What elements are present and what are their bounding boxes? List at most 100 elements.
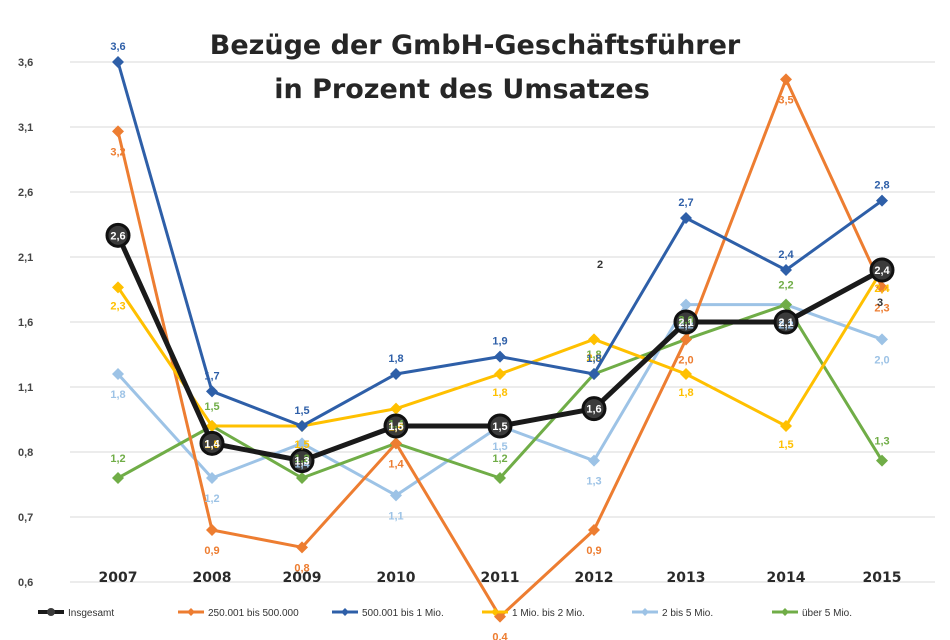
data-label: 1,3 (874, 436, 889, 448)
data-label: 0,4 (492, 632, 508, 640)
data-point (680, 212, 692, 224)
data-point (105, 222, 131, 248)
series-3 (112, 264, 888, 432)
series-0 (105, 222, 895, 474)
data-label: 2,6 (110, 230, 125, 242)
data-point (390, 437, 402, 450)
x-tick-label: 2008 (193, 570, 232, 586)
data-label: 1,4 (388, 458, 404, 470)
data-point (780, 264, 792, 276)
data-label: 2,0 (678, 314, 693, 326)
extra-label: 2 (597, 259, 603, 271)
series-2 (112, 56, 888, 432)
data-label: 2,1 (778, 317, 793, 329)
data-label: 1,8 (492, 387, 507, 399)
legend-item: über 5 Mio. (772, 608, 852, 619)
data-point (588, 454, 600, 467)
data-point (206, 385, 218, 398)
data-point (680, 298, 692, 311)
chart-title-line-1: Bezüge der GmbH-Geschäftsführer (210, 30, 741, 61)
legend-marker (641, 608, 649, 616)
legend-item: 500.001 bis 1 Mio. (332, 608, 444, 619)
y-tick-label: 0,8 (18, 447, 33, 459)
data-label: 1,8 (388, 353, 403, 365)
data-label: 1,3 (294, 456, 309, 468)
data-label: 2,2 (778, 280, 793, 292)
data-point (869, 257, 895, 283)
data-point (494, 472, 506, 484)
data-label: 1,8 (586, 349, 601, 361)
data-point (206, 472, 218, 484)
data-label: 1,9 (492, 336, 507, 348)
data-label: 2,0 (586, 352, 601, 364)
data-point (296, 437, 308, 450)
legend-marker (781, 608, 789, 616)
data-point (199, 430, 225, 456)
data-point (296, 420, 308, 432)
x-tick-label: 2007 (99, 570, 138, 586)
data-label: 1,5 (778, 439, 793, 451)
data-label: 1,2 (294, 453, 309, 465)
legend-marker (47, 608, 55, 616)
legend-item: 250.001 bis 500.000 (178, 608, 299, 619)
series-4 (112, 298, 888, 502)
data-point (296, 472, 308, 484)
data-point (206, 524, 218, 536)
y-tick-label: 3,6 (18, 57, 33, 69)
data-point (390, 489, 402, 502)
data-point (487, 413, 513, 439)
legend-item: 2 bis 5 Mio. (632, 608, 713, 619)
data-point (390, 368, 402, 380)
data-point (773, 309, 799, 335)
x-tick-label: 2009 (283, 570, 322, 586)
legend-label: über 5 Mio. (802, 608, 852, 619)
series-1 (112, 73, 888, 623)
data-label: 0,8 (294, 562, 309, 574)
data-label: 1,8 (110, 389, 125, 401)
data-point (494, 350, 506, 363)
legend-marker (491, 608, 499, 616)
y-tick-label: 1,1 (18, 382, 33, 394)
x-axis: 2007 2008 2009 2010 2011 2012 2013 2014 2015 (99, 570, 902, 586)
x-tick-label: 2011 (481, 570, 520, 586)
legend-label: 2 bis 5 Mio. (662, 608, 713, 619)
data-label: 0,9 (204, 545, 219, 557)
data-label: 3,5 (778, 94, 793, 106)
data-point (112, 125, 124, 138)
data-label: 2,2 (778, 320, 793, 332)
y-tick-label: 1,6 (18, 317, 33, 329)
data-label: 2,0 (678, 354, 693, 366)
data-label: 2,3 (110, 300, 125, 312)
data-label: 1,5 (294, 405, 309, 417)
extra-label: 3 (877, 297, 883, 309)
data-label: 2,4 (874, 265, 890, 277)
data-point (390, 402, 402, 415)
data-label: 1,5 (294, 439, 309, 451)
data-label: 1,2 (110, 453, 125, 465)
series-line (116, 77, 884, 619)
data-labels: 1,81,21,41,11,51,32,2 2,22,01,21,51,21,41… (110, 41, 890, 640)
legend-marker (187, 608, 195, 616)
gridlines (70, 61, 935, 583)
legend-label: 1 Mio. bis 2 Mio. (512, 608, 585, 619)
data-point (780, 420, 792, 432)
data-point (112, 368, 124, 380)
data-label: 1,5 (204, 401, 219, 413)
data-label: 0,9 (586, 545, 601, 557)
legend-item: 1 Mio. bis 2 Mio. (482, 608, 585, 619)
data-point (588, 333, 600, 346)
legend: Insgesamt 250.001 bis 500.000 500.001 bis … (38, 608, 852, 619)
data-point (588, 368, 600, 380)
data-point (289, 448, 315, 474)
data-label: 1,7 (204, 370, 219, 382)
legend-label: 250.001 bis 500.000 (208, 608, 299, 619)
data-point (296, 541, 308, 554)
legend-marker (341, 608, 349, 616)
series-lines (105, 56, 895, 623)
data-label: 2,2 (678, 320, 693, 332)
data-label: 2,4 (778, 249, 794, 261)
y-tick-label: 3,1 (18, 122, 33, 134)
data-label: 1,4 (388, 418, 404, 430)
data-label: 2,4 (874, 283, 890, 295)
